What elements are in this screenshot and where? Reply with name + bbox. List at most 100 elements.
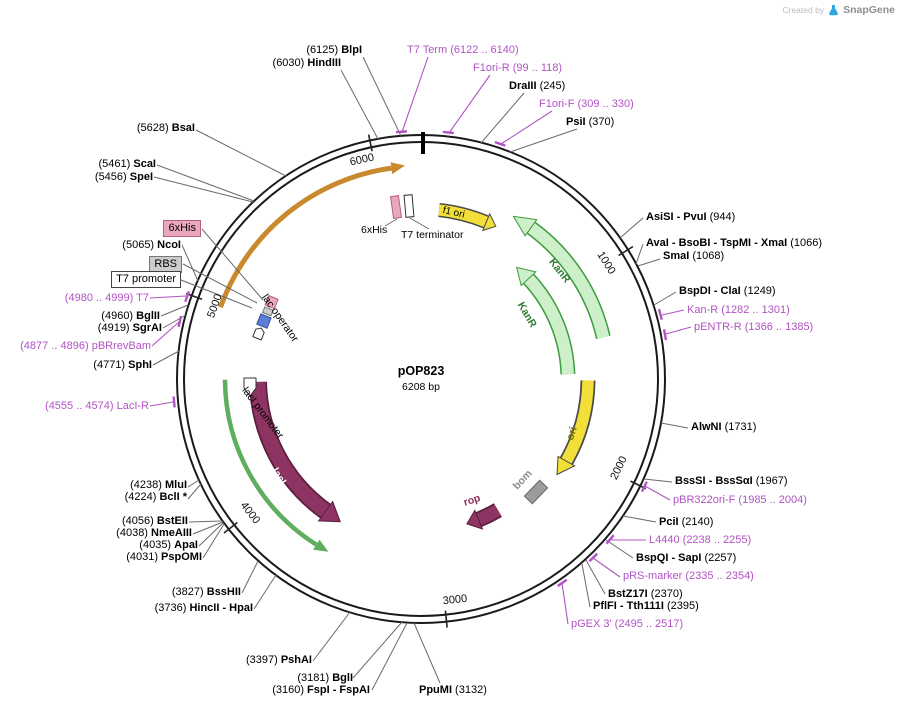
label-pos: (1282 .. 1301) bbox=[718, 304, 790, 316]
primer-label-f1ori-f: F1ori-F (309 .. 330) bbox=[539, 98, 634, 111]
laci-orf-arc bbox=[222, 379, 329, 552]
enzyme-label-bsshii: (3827) BssHII bbox=[172, 586, 241, 599]
enzyme-label-pshai: (3397) PshAI bbox=[246, 654, 312, 667]
label-name: SphI bbox=[128, 359, 152, 371]
enzyme-label-avai-group: AvaI - BsoBI - TspMI - XmaI (1066) bbox=[646, 237, 822, 250]
t7-terminator-glyph bbox=[403, 194, 415, 218]
label-name: pGEX 3' bbox=[571, 618, 612, 630]
f1-ori-feature-arrow bbox=[438, 203, 497, 232]
label-pos: (4555 .. 4574) bbox=[45, 400, 117, 412]
label-name: LacI-R bbox=[116, 400, 149, 412]
label-name: NcoI bbox=[157, 239, 181, 251]
enzyme-label-pspomi: (4031) PspOMI bbox=[126, 551, 202, 564]
enzyme-label-alwni: AlwNI (1731) bbox=[691, 421, 756, 434]
enzyme-label-bgli: (3181) BglI bbox=[297, 672, 353, 685]
label-pos: (4224) bbox=[124, 491, 160, 503]
label-pos: (2370) bbox=[647, 588, 683, 600]
label-name: ApaI bbox=[174, 539, 198, 551]
enzyme-label-fspi: (3160) FspI - FspAI bbox=[272, 684, 370, 697]
label-pos: (2395) bbox=[663, 600, 699, 612]
label-name: PsiI bbox=[566, 116, 586, 128]
enzyme-label-bspdi-clai: BspDI - ClaI (1249) bbox=[679, 285, 776, 298]
kanr-outer-feature-arrow bbox=[512, 215, 611, 340]
enzyme-label-pflfi: PflFI - Tth111I (2395) bbox=[593, 600, 699, 613]
label-name: Kan-R bbox=[687, 304, 719, 316]
label-name: AvaI - BsoBI - TspMI - XmaI bbox=[646, 237, 788, 249]
label-pos: (1985 .. 2004) bbox=[735, 494, 807, 506]
expression-arc bbox=[218, 162, 405, 309]
label-pos: (4919) bbox=[97, 322, 133, 334]
promoter-region-cluster bbox=[252, 294, 279, 341]
primer-label-l4440: L4440 (2238 .. 2255) bbox=[649, 534, 751, 547]
enzyme-label-bstz17i: BstZ17I (2370) bbox=[608, 588, 683, 601]
label-pos: (5628) bbox=[136, 122, 172, 134]
label-name: T7 bbox=[136, 292, 149, 304]
label-name: AsiSI - PvuI bbox=[646, 211, 707, 223]
label-name: SgrAI bbox=[132, 322, 162, 334]
label-name: BsaI bbox=[171, 122, 195, 134]
label-pos: (1066) bbox=[787, 237, 823, 249]
snapgene-brand-text: SnapGene bbox=[843, 4, 895, 16]
tick-3000: 3000 bbox=[442, 592, 468, 608]
label-pos: (4031) bbox=[126, 551, 162, 563]
enzyme-label-sphi: (4771) SphI bbox=[93, 359, 152, 372]
enzyme-label-bsssi: BssSI - BssSαI (1967) bbox=[675, 475, 788, 488]
label-pos: (309 .. 330) bbox=[574, 98, 634, 110]
enzyme-label-bcli: (4224) BclI * bbox=[125, 491, 187, 504]
label-pos: (4877 .. 4896) bbox=[20, 340, 92, 352]
label-name: AlwNI bbox=[691, 421, 722, 433]
label-pos: (6122 .. 6140) bbox=[447, 44, 519, 56]
label-pos: (4035) bbox=[139, 539, 175, 551]
enzyme-label-bsai: (5628) BsaI bbox=[137, 122, 195, 135]
primer-label-t7-term: T7 Term (6122 .. 6140) bbox=[407, 44, 519, 57]
label-name: PpuMI bbox=[419, 684, 452, 696]
label-name: HincII - HpaI bbox=[189, 602, 253, 614]
rop-feature-arrow bbox=[466, 503, 502, 530]
label-pos: (3160) bbox=[272, 684, 308, 696]
label-pos: (1366 .. 1385) bbox=[741, 321, 814, 333]
label-pos: (3181) bbox=[297, 672, 333, 684]
label-pos: (370) bbox=[585, 116, 615, 128]
label-pos: (5065) bbox=[122, 239, 158, 251]
his-tag-glyph bbox=[264, 294, 279, 310]
label-name: pENTR-R bbox=[694, 321, 742, 333]
label-name: PspOMI bbox=[161, 551, 202, 563]
enzyme-label-ppumi: PpuMI (3132) bbox=[419, 684, 487, 697]
primer-label-prs-marker: pRS-marker (2335 .. 2354) bbox=[623, 570, 754, 583]
label-name: BssHII bbox=[206, 586, 241, 598]
laci-feature-arrow bbox=[249, 381, 341, 523]
label-name: MluI bbox=[165, 479, 187, 491]
enzyme-label-nmeaiii: (4038) NmeAIII bbox=[116, 527, 192, 540]
bom-feature-glyph bbox=[523, 479, 549, 505]
t7-promoter-glyph bbox=[252, 327, 265, 341]
label-name: F1ori-F bbox=[539, 98, 575, 110]
label-name: F1ori-R bbox=[473, 62, 510, 74]
label-pos: (1068) bbox=[689, 250, 725, 262]
label-connector-lines bbox=[152, 56, 689, 691]
label-name: BglII bbox=[136, 310, 160, 322]
enzyme-label-scai: (5461) ScaI bbox=[99, 158, 157, 171]
label-name: FspI - FspAI bbox=[307, 684, 370, 696]
primer-label-pentr-r: pENTR-R (1366 .. 1385) bbox=[694, 321, 813, 334]
ori-feature-arrow bbox=[556, 380, 596, 476]
label-pos: (2238 .. 2255) bbox=[679, 534, 752, 546]
enzyme-label-bspqi-sapi: BspQI - SapI (2257) bbox=[636, 552, 736, 565]
t7-terminator-label: T7 terminator bbox=[401, 229, 464, 241]
label-pos: (2495 .. 2517) bbox=[611, 618, 684, 630]
label-pos: (2257) bbox=[701, 552, 737, 564]
enzyme-label-bsteii: (4056) BstEII bbox=[122, 515, 188, 528]
label-name: BclI * bbox=[159, 491, 187, 503]
primer-label-t7: (4980 .. 4999) T7 bbox=[65, 292, 149, 305]
label-pos: (3397) bbox=[245, 654, 281, 666]
enzyme-label-asisi-pvui: AsiSI - PvuI (944) bbox=[646, 211, 735, 224]
label-name: BglI bbox=[332, 672, 353, 684]
label-name: HindIII bbox=[307, 57, 341, 69]
created-by-text: Created by bbox=[782, 5, 825, 15]
label-pos: (2335 .. 2354) bbox=[682, 570, 754, 582]
enzyme-label-hindiii: (6030) HindIII bbox=[273, 57, 341, 70]
label-pos: (4238) bbox=[130, 479, 165, 491]
label-pos: (6125) bbox=[306, 44, 342, 56]
plasmid-size: 6208 bp bbox=[402, 381, 440, 393]
enzyme-label-ncoi: (5065) NcoI bbox=[122, 239, 181, 252]
